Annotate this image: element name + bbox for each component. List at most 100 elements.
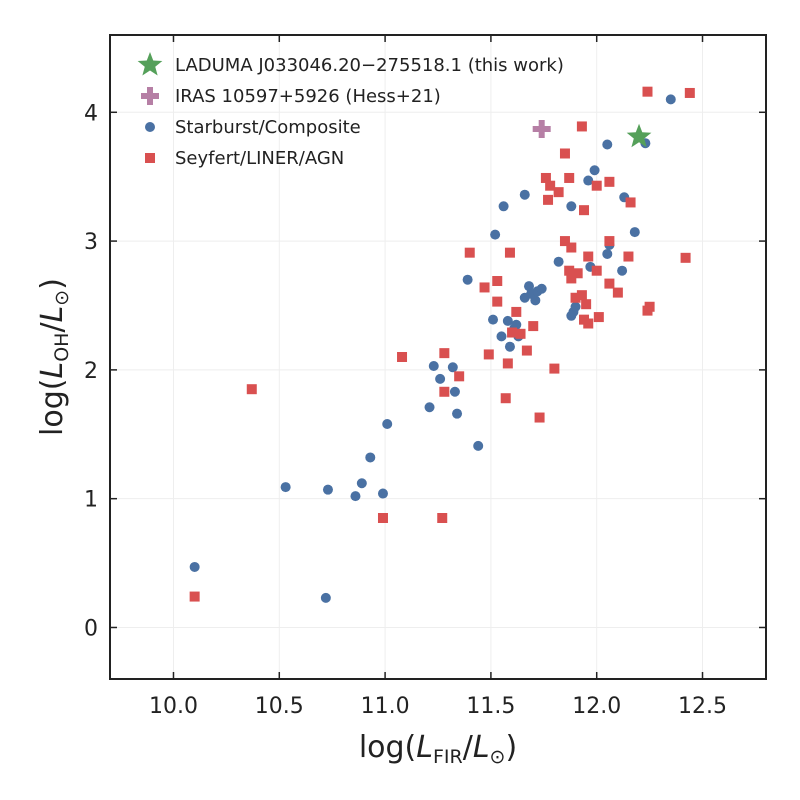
starburst-point — [504, 341, 515, 352]
seyfert-point — [397, 352, 408, 362]
y-tick-label: 2 — [84, 359, 98, 384]
hess-point — [532, 120, 551, 139]
seyfert-point — [644, 301, 655, 312]
seyfert-point — [572, 268, 583, 279]
seyfert-point — [543, 194, 554, 205]
starburst-point — [511, 319, 522, 330]
y-tick-label: 3 — [84, 230, 98, 255]
starburst-point — [320, 592, 331, 603]
legend-entry-this-work: LADUMA J033046.20−275518.1 (this work) — [137, 52, 564, 76]
seyfert-point — [521, 345, 532, 356]
seyfert-point — [576, 121, 587, 132]
y-tick-label: 1 — [84, 488, 98, 513]
this-work-point — [626, 123, 652, 148]
seyfert-point — [576, 290, 587, 301]
starburst-point — [583, 175, 594, 186]
seyfert-point — [504, 247, 515, 258]
starburst-point — [566, 201, 577, 212]
starburst-point — [488, 314, 499, 325]
seyfert-point — [507, 327, 518, 338]
seyfert-point — [483, 349, 494, 360]
starburst-point — [424, 402, 435, 413]
starburst-point — [553, 256, 564, 267]
seyfert-point — [680, 252, 691, 263]
legend-square-marker — [145, 153, 155, 163]
seyfert-point — [540, 172, 551, 183]
x-tick-label: 10.5 — [255, 694, 304, 719]
seyfert-point — [612, 287, 623, 298]
seyfert-point — [625, 197, 636, 208]
starburst-point — [602, 248, 613, 259]
x-tick-label: 12.0 — [572, 694, 621, 719]
seyfert-point — [377, 513, 388, 523]
seyfert-point — [559, 148, 570, 159]
starburst-point — [502, 315, 513, 326]
seyfert-point — [439, 386, 450, 397]
axis-ticks: 10.0 10.5 11.0 11.5 12.0 12.5 0 1 2 3 4 — [84, 35, 766, 719]
seyfert-point — [604, 176, 615, 187]
seyfert-point — [511, 306, 522, 317]
legend: LADUMA J033046.20−275518.1 (this work) I… — [137, 52, 564, 169]
seyfert-point — [464, 247, 475, 258]
seyfert-point — [591, 180, 602, 191]
y-axis-label: log(LOH/L⊙) — [35, 278, 73, 436]
seyfert-point — [437, 513, 448, 523]
starburst-point — [629, 227, 640, 238]
seyfert-point — [593, 312, 604, 323]
legend-label-starburst: Starburst/Composite — [175, 117, 361, 138]
legend-label-this-work: LADUMA J033046.20−275518.1 (this work) — [175, 55, 564, 76]
starburst-point — [498, 201, 509, 212]
seyfert-point — [439, 348, 450, 359]
starburst-point — [365, 452, 376, 463]
seyfert-point — [545, 180, 556, 191]
y-tick-label: 4 — [84, 101, 98, 126]
starburst-point — [322, 484, 333, 495]
seyfert-point — [534, 412, 545, 423]
seyfert-point — [246, 384, 257, 395]
seyfert-point — [549, 363, 560, 374]
legend-entry-seyfert: Seyfert/LINER/AGN — [145, 148, 344, 169]
seyfert-point — [579, 205, 590, 216]
seyfert-point — [515, 328, 526, 339]
seyfert-point — [559, 236, 570, 247]
seyfert-point — [566, 273, 577, 284]
data-markers — [189, 86, 695, 603]
seyfert-point — [566, 242, 577, 253]
seyfert-point — [604, 236, 615, 247]
legend-label-hess: IRAS 10597+5926 (Hess+21) — [175, 86, 441, 107]
seyfert-point — [189, 591, 200, 602]
starburst-point — [490, 229, 501, 240]
x-axis-label: log(LFIR/L⊙) — [359, 730, 517, 768]
starburst-point — [435, 373, 446, 384]
starburst-point — [665, 94, 676, 105]
seyfert-point — [553, 187, 564, 198]
starburst-point — [602, 139, 613, 150]
starburst-point — [519, 189, 530, 200]
legend-entry-hess: IRAS 10597+5926 (Hess+21) — [141, 86, 441, 107]
starburst-point — [447, 362, 458, 373]
grid — [110, 35, 766, 679]
legend-plus-marker — [141, 87, 159, 105]
starburst-point — [473, 440, 484, 451]
starburst-point — [449, 386, 460, 397]
seyfert-point — [684, 87, 695, 98]
seyfert-point — [492, 276, 503, 287]
seyfert-point — [454, 371, 465, 382]
seyfert-point — [623, 251, 634, 262]
seyfert-point — [570, 292, 581, 303]
seyfert-point — [479, 282, 490, 293]
starburst-point — [350, 491, 361, 502]
starburst-point — [570, 301, 581, 312]
starburst-point — [428, 361, 439, 372]
plot-frame — [109, 34, 767, 680]
seyfert-point — [492, 296, 503, 307]
x-tick-label: 10.0 — [149, 694, 198, 719]
seyfert-point — [500, 393, 511, 404]
seyfert-point — [528, 321, 539, 332]
starburst-point — [589, 165, 600, 176]
starburst-point — [536, 283, 547, 294]
legend-entry-starburst: Starburst/Composite — [145, 117, 361, 138]
seyfert-point — [591, 265, 602, 276]
x-tick-label: 11.5 — [466, 694, 515, 719]
